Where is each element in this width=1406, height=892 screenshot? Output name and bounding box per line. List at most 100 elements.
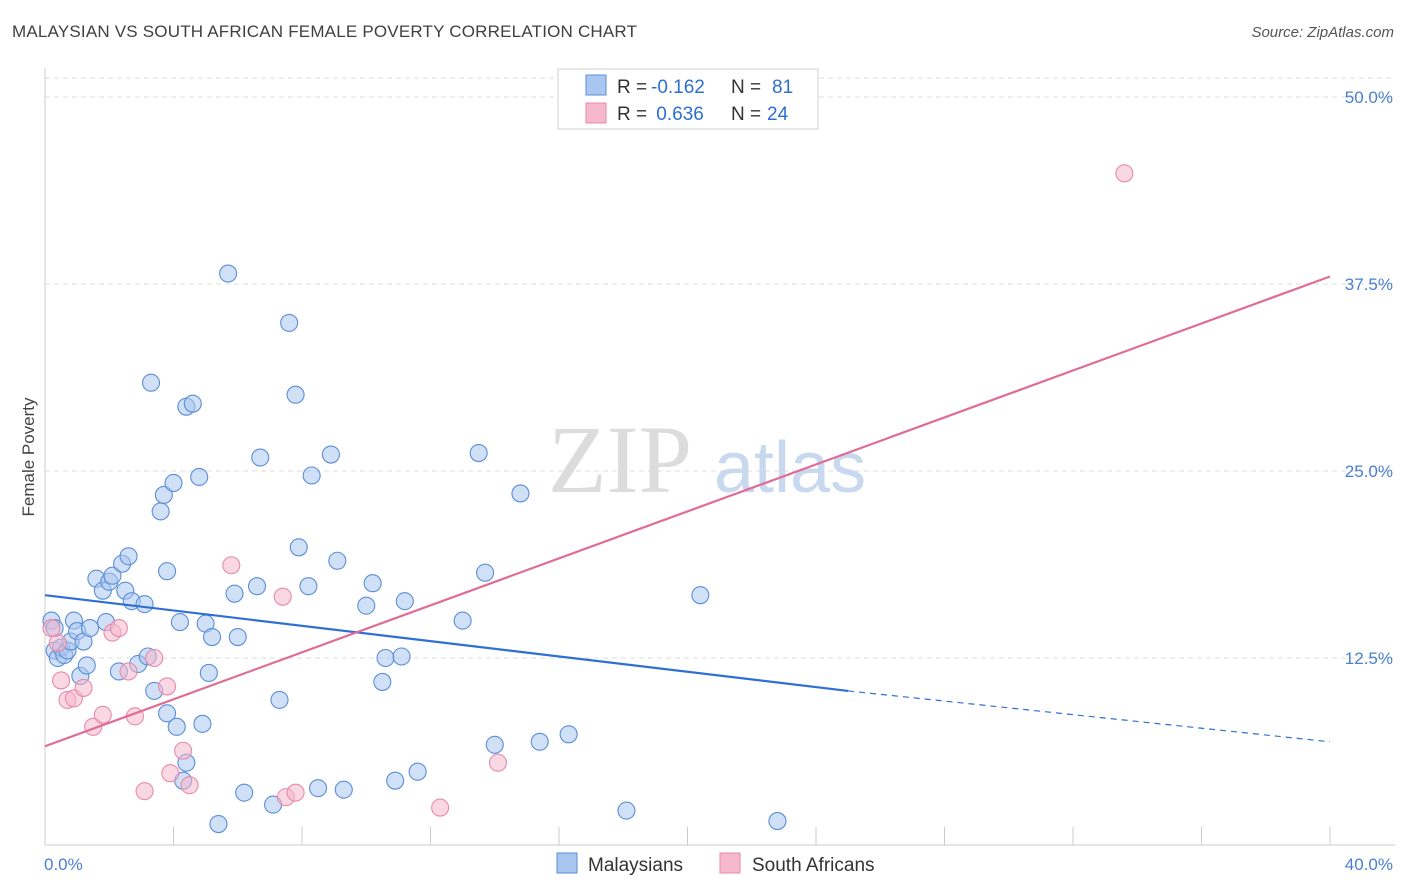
- bottom-legend-swatch-malaysians: [556, 852, 578, 874]
- south-africans-point: [222, 556, 241, 575]
- chart-title: MALAYSIAN VS SOUTH AFRICAN FEMALE POVERT…: [12, 22, 638, 41]
- malaysians-point: [286, 385, 305, 404]
- malaysians-point: [225, 584, 244, 603]
- legend-swatch-south-africans: [585, 102, 607, 124]
- south-africans-point: [273, 587, 292, 606]
- malaysians-point: [167, 717, 186, 736]
- malaysians-point: [392, 647, 411, 666]
- south-africans-point: [174, 741, 193, 760]
- malaysians-point: [453, 611, 472, 630]
- south-africans-point: [431, 798, 450, 817]
- south-africans-point: [135, 782, 154, 801]
- x-tick-label: 0.0%: [44, 855, 83, 874]
- watermark: ZIP atlas: [548, 406, 866, 513]
- south-africans-point: [93, 705, 112, 724]
- malaysians-point: [199, 663, 218, 683]
- trend-lines: [44, 275, 1331, 748]
- x-tick-labels: 0.0% 40.0%: [44, 855, 1393, 874]
- legend-n-label-2: N =: [731, 104, 761, 125]
- south-africans-point: [488, 753, 508, 772]
- south-africans-point: [74, 678, 93, 697]
- malaysians-point: [235, 783, 254, 802]
- malaysians-point: [158, 562, 177, 581]
- bottom-legend-swatch-south-africans: [719, 852, 741, 874]
- malaysians-point: [485, 735, 504, 754]
- malaysians-point: [408, 762, 427, 781]
- malaysians-point: [768, 812, 787, 831]
- malaysians-point: [376, 648, 395, 668]
- malaysians-point: [559, 725, 578, 744]
- y-tick-labels: 12.5% 25.0% 37.5% 50.0%: [1345, 88, 1393, 668]
- malaysians-point: [617, 801, 636, 820]
- south-africans-point: [158, 677, 177, 696]
- malaysians-point: [77, 656, 96, 675]
- malaysians-point: [334, 780, 353, 799]
- legend-r-value-1: -0.162: [651, 77, 705, 98]
- malaysians-point: [141, 373, 161, 392]
- malaysians-point: [170, 613, 189, 632]
- malaysians-point: [395, 592, 414, 611]
- legend-r-label-2: R =: [617, 104, 647, 125]
- malaysians-point: [270, 690, 289, 709]
- malaysians-point: [247, 577, 267, 596]
- malaysians-point: [119, 547, 138, 566]
- malaysians-points: [42, 264, 787, 834]
- malaysians-point: [386, 771, 405, 790]
- axes: [44, 68, 1395, 846]
- south-africans-point: [286, 783, 305, 802]
- malaysians-point: [469, 443, 488, 463]
- malaysians-point: [151, 502, 170, 521]
- south-africans-point: [1115, 164, 1134, 183]
- malaysians-point: [183, 394, 202, 413]
- malaysians-point: [357, 596, 376, 615]
- malaysians-point: [193, 714, 212, 733]
- malaysians-point: [321, 445, 340, 464]
- malaysians-point: [691, 586, 710, 605]
- malaysians-point: [299, 577, 318, 596]
- legend-swatch-malaysians: [585, 74, 607, 96]
- malaysians-point: [164, 473, 183, 493]
- south-africans-point: [180, 776, 199, 795]
- y-tick-label: 50.0%: [1345, 88, 1393, 107]
- south-africans-point: [145, 648, 164, 668]
- malaysians-point: [158, 704, 177, 723]
- legend-n-label-1: N =: [731, 77, 761, 98]
- bottom-legend: Malaysians South Africans: [556, 852, 875, 876]
- malaysians-point: [309, 779, 328, 798]
- south-africans-point: [42, 619, 61, 638]
- south-africans-points: [42, 164, 1134, 817]
- malaysians-point: [289, 538, 308, 557]
- south-africans-point: [48, 633, 67, 653]
- malaysians-point: [209, 815, 228, 834]
- y-tick-label: 25.0%: [1345, 462, 1393, 481]
- malaysians-point: [302, 466, 321, 485]
- malaysians-point: [363, 574, 382, 593]
- malaysians-point: [219, 264, 238, 283]
- malaysians-point: [476, 563, 495, 582]
- source-credit: Source: ZipAtlas.com: [1251, 24, 1394, 41]
- legend-box: R = -0.162 N = 81 R = 0.636 N = 24: [557, 68, 819, 130]
- y-tick-label: 37.5%: [1345, 275, 1393, 294]
- malaysians-point: [228, 628, 247, 647]
- south-africans-point: [52, 671, 71, 690]
- legend-r-value-2: 0.636: [651, 104, 704, 125]
- south-africans-point: [119, 662, 138, 681]
- malaysians-point: [80, 619, 100, 638]
- legend-n-value-1: 81: [772, 77, 793, 98]
- malaysians-trend-line: [44, 594, 849, 693]
- bottom-legend-south-africans: South Africans: [752, 855, 875, 876]
- malaysians-point: [511, 484, 530, 503]
- x-tick-label: 40.0%: [1345, 855, 1393, 874]
- malaysians-point: [103, 566, 122, 585]
- watermark-atlas: atlas: [714, 428, 866, 508]
- malaysians-point: [190, 467, 209, 487]
- south-africans-point: [161, 764, 180, 783]
- malaysians-point: [203, 628, 222, 647]
- malaysians-point: [530, 732, 549, 751]
- y-axis-label: Female Poverty: [19, 397, 38, 517]
- malaysians-point: [135, 595, 154, 614]
- south-africans-trend-line: [44, 275, 1331, 748]
- malaysians-trend-extension: [848, 690, 1331, 743]
- malaysians-point: [280, 313, 299, 332]
